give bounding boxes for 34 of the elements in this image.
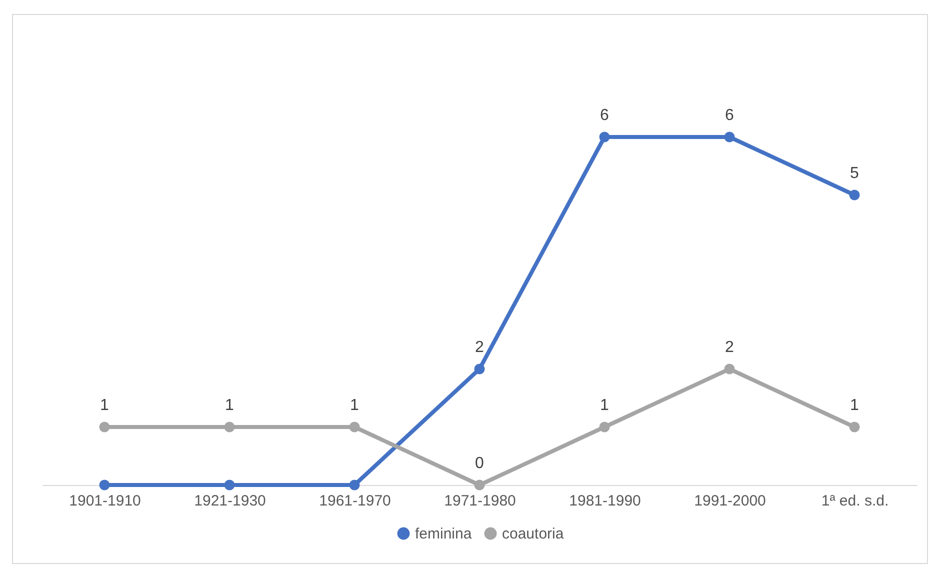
data-label: 1 [100, 397, 110, 414]
point [599, 422, 610, 432]
data-label: 2 [475, 339, 484, 356]
point [99, 422, 110, 432]
data-label: 1 [850, 397, 860, 414]
data-label: 5 [850, 165, 860, 182]
point [849, 422, 860, 432]
x-tick-label: 1921-1930 [194, 492, 266, 510]
data-label: 6 [600, 107, 610, 124]
x-tick-label: 1901-1910 [69, 492, 141, 510]
point [224, 422, 235, 432]
legend-label: coautoria [502, 526, 564, 543]
x-tick-label: 1961-1970 [319, 492, 391, 510]
data-label: 1 [225, 397, 234, 414]
x-tick-label: 1991-2000 [694, 492, 766, 510]
point [599, 132, 610, 142]
point [724, 364, 735, 374]
point [99, 480, 110, 490]
data-label: 0 [475, 455, 484, 472]
point [224, 480, 235, 490]
data-label: 6 [725, 107, 734, 124]
point [724, 132, 735, 142]
point [474, 364, 485, 374]
point [349, 422, 360, 432]
x-tick-label: 1971-1980 [444, 492, 516, 510]
legend-label: feminina [415, 526, 472, 543]
x-tick-label: 1981-1990 [569, 492, 641, 510]
point [474, 480, 485, 490]
point [349, 480, 360, 490]
point [849, 190, 860, 200]
data-label: 1 [600, 397, 610, 414]
x-tick-label: 1ª ed. s.d. [821, 492, 889, 510]
data-label: 2 [725, 339, 734, 356]
data-label: 1 [350, 397, 360, 414]
